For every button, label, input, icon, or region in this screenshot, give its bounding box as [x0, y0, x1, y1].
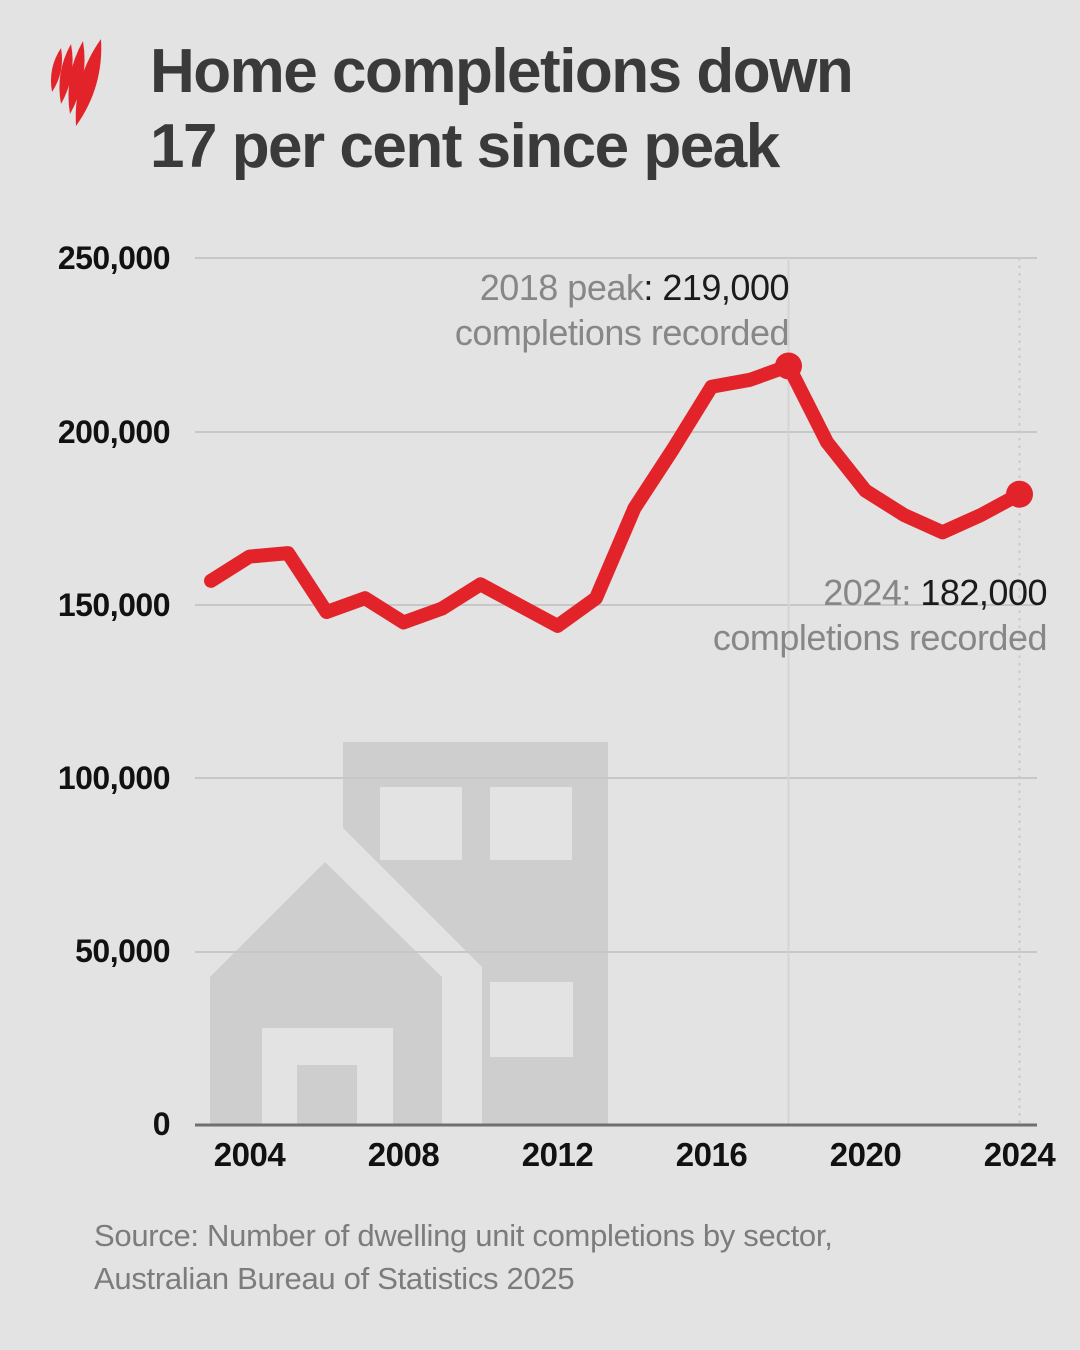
completions-line-series: [204, 358, 1027, 633]
xtick-2016: 2016: [675, 1136, 748, 1173]
xtick-2008: 2008: [367, 1136, 440, 1173]
source-caption: Source: Number of dwelling unit completi…: [94, 1214, 1014, 1300]
house-watermark-illustration: [210, 742, 608, 1125]
ytick-50000: 50,000: [75, 933, 170, 969]
annotation-2018-line1: 2018 peak: 219,000: [479, 267, 790, 308]
source-line-1: Source: Number of dwelling unit completi…: [94, 1218, 833, 1253]
xtick-2020: 2020: [829, 1136, 902, 1173]
title-line-2: 17 per cent since peak: [150, 112, 780, 181]
page-title: Home completions down 17 per cent since …: [150, 34, 1050, 184]
ytick-250000: 250,000: [57, 240, 171, 276]
source-line-2: Australian Bureau of Statistics 2025: [94, 1261, 575, 1296]
annotation-2024-line2: completions recorded: [712, 617, 1048, 658]
title-line-1: Home completions down: [150, 37, 854, 106]
ytick-0: 0: [152, 1106, 171, 1142]
xtick-2024: 2024: [983, 1136, 1056, 1173]
marker-2024: [1006, 480, 1033, 508]
annotation-2024: 2024: 182,000 completions recorded: [712, 570, 1048, 660]
xtick-2012: 2012: [521, 1136, 594, 1173]
annotation-2018-line2: completions recorded: [454, 312, 790, 353]
annotation-2024-line1: 2024: 182,000: [823, 572, 1047, 613]
annotation-2018-peak: 2018 peak: 219,000 completions recorded: [454, 265, 790, 355]
ytick-150000: 150,000: [57, 587, 171, 623]
sbs-logo-icon: [50, 39, 102, 126]
xtick-2004: 2004: [213, 1136, 286, 1173]
marker-2018: [775, 352, 802, 380]
data-point-markers: [775, 352, 1033, 508]
ytick-100000: 100,000: [57, 760, 171, 796]
ytick-200000: 200,000: [57, 414, 171, 450]
